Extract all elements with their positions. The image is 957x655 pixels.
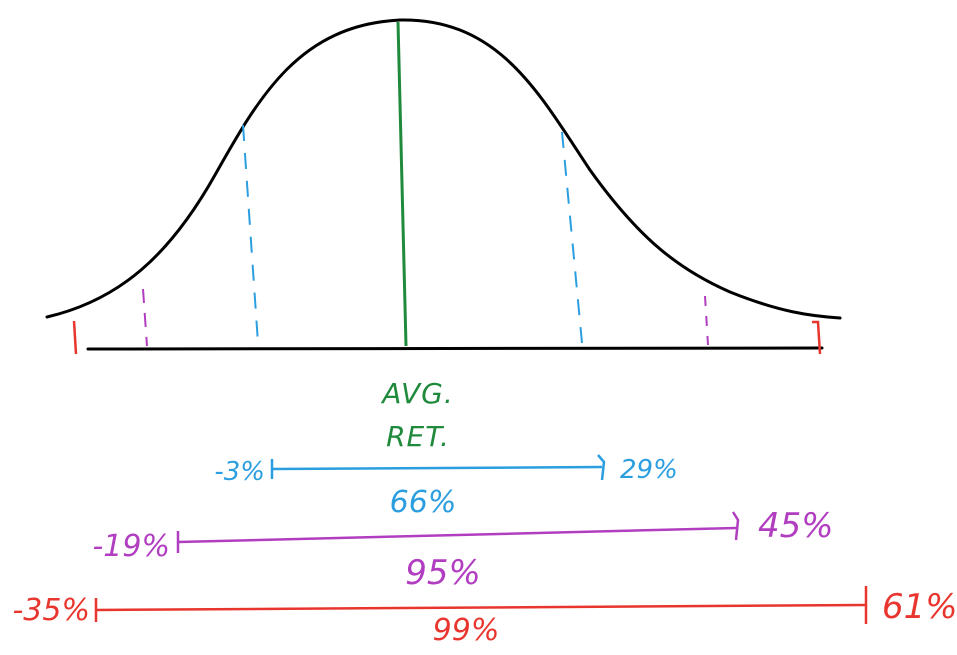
range-two-sd-bar xyxy=(177,526,737,544)
range-two-sd-right-tick xyxy=(731,511,740,541)
range-two-sd: -19% 45% 95% xyxy=(92,506,833,593)
range-one-sd-low: -3% xyxy=(214,457,265,487)
range-one-sd: -3% 29% 66% xyxy=(214,454,678,520)
three-sd-right-line xyxy=(812,320,822,355)
range-three-sd: -35% 61% 99% xyxy=(12,586,957,648)
bell-curve xyxy=(45,18,842,320)
range-two-sd-high: 45% xyxy=(758,506,834,546)
range-one-sd-bar xyxy=(271,465,603,471)
range-one-sd-high: 29% xyxy=(620,455,678,485)
one-sd-left-line xyxy=(242,124,259,344)
two-sd-left-line xyxy=(142,288,148,347)
range-three-sd-coverage: 99% xyxy=(433,613,500,648)
range-three-sd-low: -35% xyxy=(12,593,90,628)
one-sd-right-line xyxy=(561,131,583,344)
range-one-sd-right-tick xyxy=(597,454,606,481)
range-two-sd-coverage: 95% xyxy=(405,553,481,593)
mean-line xyxy=(396,21,408,347)
range-three-sd-high: 61% xyxy=(882,587,957,627)
range-two-sd-low: -19% xyxy=(92,529,170,564)
two-sd-right-line xyxy=(704,295,709,346)
avg-label-line1: AVG. xyxy=(380,377,454,410)
range-one-sd-coverage: 66% xyxy=(390,485,457,520)
three-sd-left-line xyxy=(72,320,78,355)
avg-label-line2: RET. xyxy=(386,420,450,453)
range-three-sd-bar xyxy=(95,603,867,612)
baseline-axis xyxy=(86,346,824,351)
